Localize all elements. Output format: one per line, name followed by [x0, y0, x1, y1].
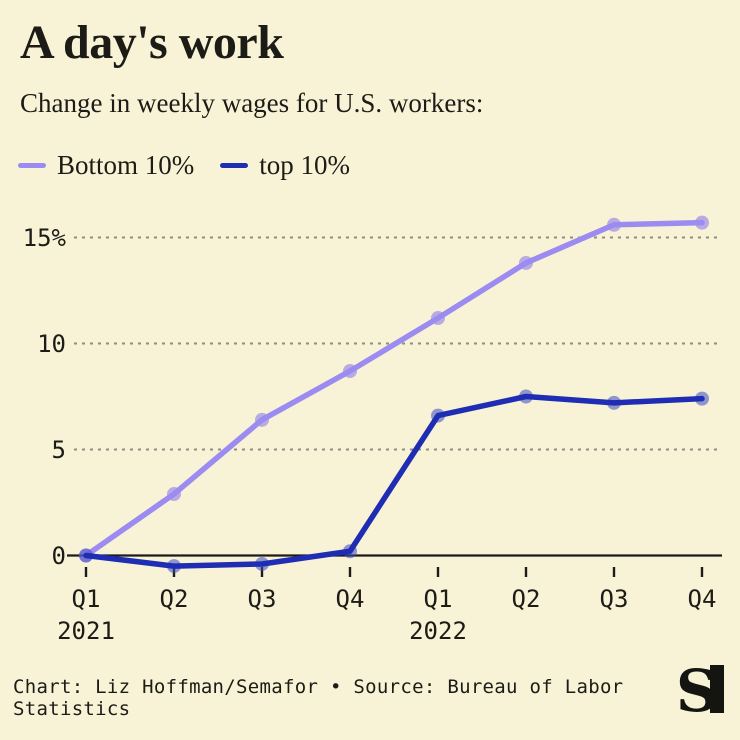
- legend-label: top 10%: [259, 150, 351, 180]
- legend-item-0: Bottom 10%: [18, 148, 194, 182]
- semafor-logo-mark: S: [676, 657, 724, 725]
- chart-title: A day's work: [20, 16, 284, 69]
- legend-label: Bottom 10%: [57, 150, 195, 180]
- legend-dash-icon: [220, 162, 249, 168]
- series-line-bottom-10-: [83, 219, 705, 559]
- x-tick-label-4: Q1: [423, 585, 453, 613]
- x-tick-label-0: Q1: [71, 585, 101, 613]
- y-tick-label-15: 15%: [22, 223, 66, 252]
- y-tick-label-5: 5: [51, 435, 66, 464]
- x-tick-label-1: Q2: [159, 585, 189, 613]
- y-tick-label-0: 0: [51, 541, 66, 570]
- logo-bar: [710, 665, 724, 713]
- legend-item-1: top 10%: [220, 148, 350, 182]
- x-tick-label-7: Q4: [687, 585, 717, 613]
- x-tick-label-3: Q4: [335, 585, 365, 613]
- year-label-2021: 2021: [57, 617, 115, 645]
- year-label-2022: 2022: [409, 617, 467, 645]
- x-tick-label-6: Q3: [599, 585, 629, 613]
- semafor-logo: S: [676, 657, 725, 725]
- y-tick-label-10: 10: [37, 329, 66, 358]
- series-line-top-10-: [83, 393, 705, 569]
- chart-subtitle: Change in weekly wages for U.S. workers:: [20, 88, 484, 118]
- legend: Bottom 10% top 10%: [18, 148, 376, 182]
- x-tick-label-5: Q2: [511, 585, 541, 613]
- x-tick-label-2: Q3: [247, 585, 277, 613]
- credit-text: Chart: Liz Hoffman/Semafor • Source: Bur…: [13, 676, 624, 720]
- legend-dash-icon: [18, 162, 46, 168]
